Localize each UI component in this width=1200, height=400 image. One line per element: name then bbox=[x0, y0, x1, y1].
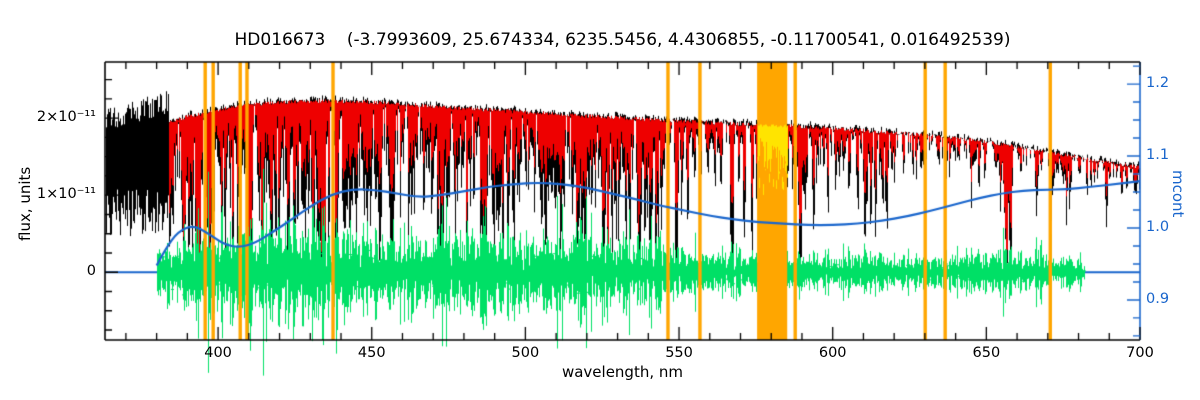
mcont-tick-label: 1.2 bbox=[1146, 75, 1170, 92]
y-axis-label-right: mcont bbox=[1169, 170, 1187, 218]
x-tick-label: 400 bbox=[204, 345, 232, 361]
x-tick-label: 600 bbox=[818, 345, 847, 361]
y-axis-label-left: flux, units bbox=[16, 166, 34, 241]
mcont-tick-label: 1.0 bbox=[1146, 218, 1170, 235]
x-tick-label: 550 bbox=[665, 345, 693, 361]
mcont-tick-label: 1.1 bbox=[1146, 147, 1170, 163]
chart-title: HD016673 (-3.7993609, 25.674334, 6235.54… bbox=[234, 30, 1011, 50]
flux-tick-label: 1×10⁻¹¹ bbox=[36, 186, 96, 203]
x-tick-label: 450 bbox=[357, 345, 386, 361]
x-tick-label: 650 bbox=[972, 345, 1001, 361]
flux-tick-label: 0 bbox=[86, 263, 96, 280]
x-tick-label: 700 bbox=[1126, 345, 1154, 361]
mcont-tick-label: 0.9 bbox=[1146, 290, 1170, 307]
x-tick-label: 500 bbox=[511, 345, 540, 361]
flux-tick-label: 2×10⁻¹¹ bbox=[36, 109, 96, 126]
x-axis-label: wavelength, nm bbox=[561, 363, 684, 381]
